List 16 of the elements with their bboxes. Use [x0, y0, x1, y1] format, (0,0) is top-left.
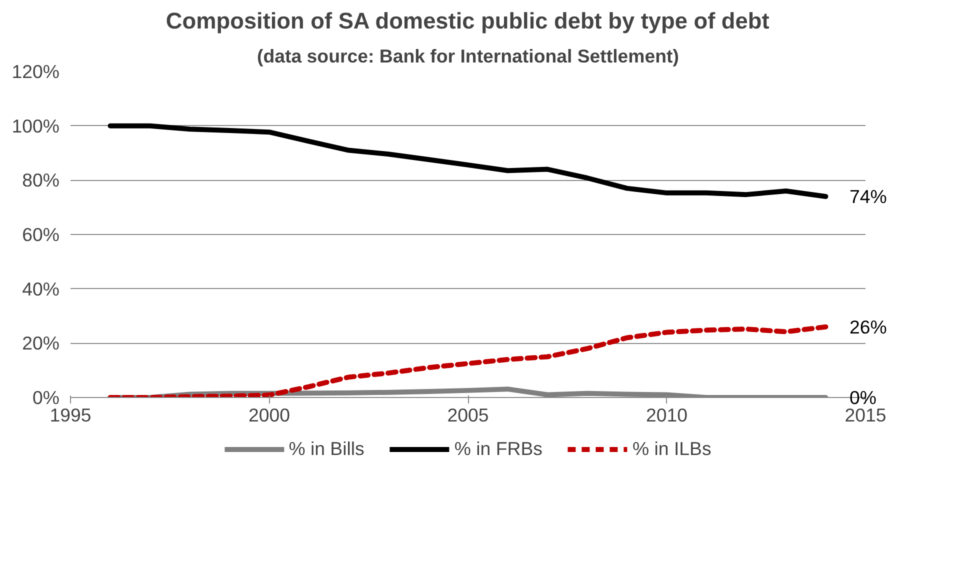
legend-label: % in Bills: [288, 438, 364, 460]
legend-label: % in ILBs: [632, 438, 712, 460]
chart-title: Composition of SA domestic public debt by type of debt: [166, 8, 770, 34]
y-tick-label: 80%: [22, 170, 60, 191]
data-label: 26%: [850, 316, 887, 338]
y-tick-label: 60%: [22, 224, 60, 245]
chart-subtitle: (data source: Bank for International Settlement): [257, 46, 679, 66]
x-tick-label: 2010: [646, 404, 688, 426]
x-tick-label: 2005: [447, 404, 489, 426]
legend-label: % in FRBs: [454, 438, 542, 460]
y-tick-label: 40%: [22, 278, 60, 300]
y-tick-label: 20%: [22, 332, 60, 354]
data-label: 74%: [850, 186, 887, 207]
x-tick-label: 2000: [248, 404, 290, 426]
y-tick-label: 100%: [12, 115, 60, 136]
y-tick-label: 120%: [12, 61, 60, 82]
